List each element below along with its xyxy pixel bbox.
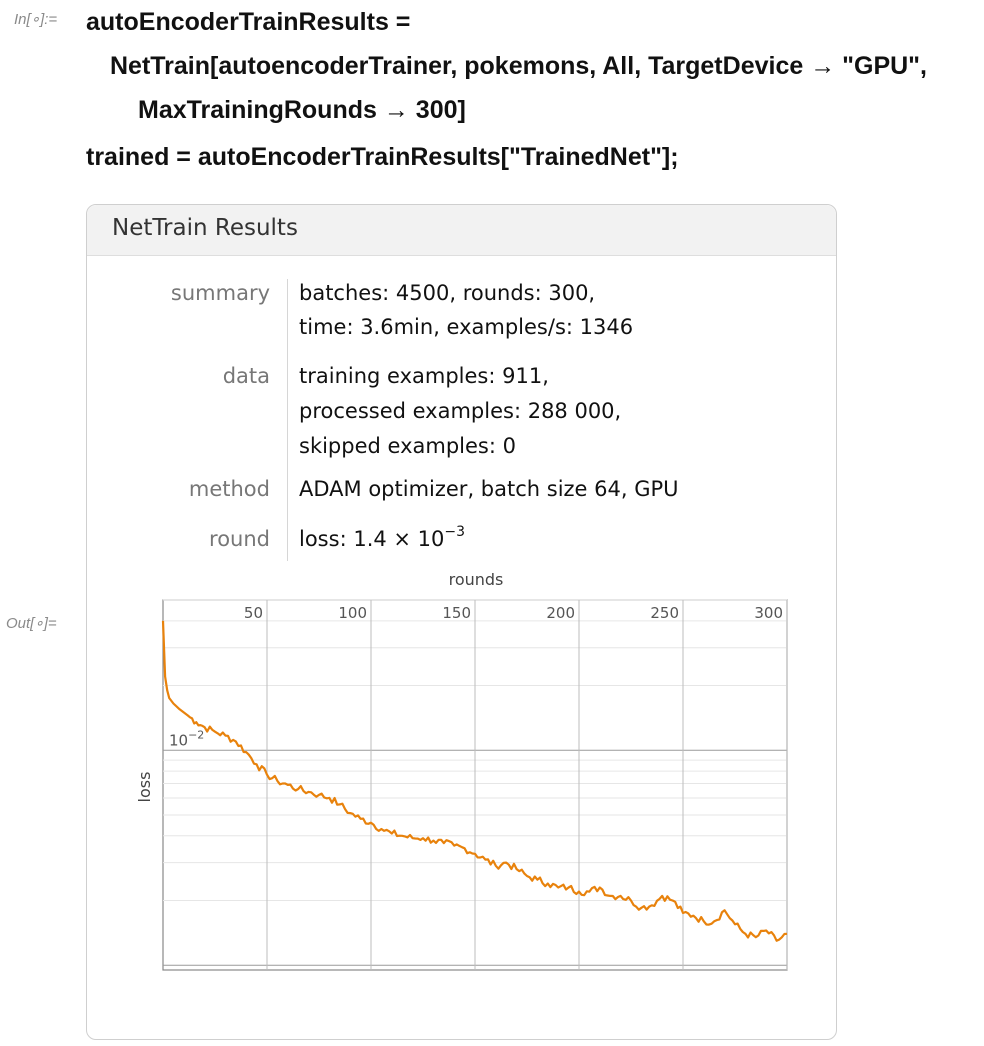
summary-line-2: time: 3.6min, examples/s: 1346 <box>299 315 634 339</box>
round-loss: loss: 1.4 × 10−3 <box>299 524 466 551</box>
code-line-2: NetTrain[autoencoderTrainer, pokemons, A… <box>110 52 927 80</box>
output-cell-label: Out[∘]= <box>6 615 57 632</box>
panel-header: NetTrain Results <box>87 205 836 256</box>
loss-prefix: loss: <box>299 527 354 551</box>
x-tick-label: 50 <box>244 604 263 622</box>
code-line-3: MaxTrainingRounds → 300] <box>138 96 466 124</box>
loss-mantissa: 1.4 × 10 <box>353 527 445 551</box>
x-tick-label: 200 <box>546 604 575 622</box>
nettrain-results-panel: NetTrain Results summary batches: 4500, … <box>86 204 837 1040</box>
loss-chart[interactable]: rounds loss 50 100 150 200 250 300 10−2 <box>87 565 836 985</box>
y-axis-label: loss <box>135 772 154 803</box>
summary-line-1: batches: 4500, rounds: 300, <box>299 281 596 305</box>
x-tick-labels: 50 100 150 200 250 300 <box>244 604 783 622</box>
code-line-4: trained = autoEncoderTrainResults["Train… <box>86 143 679 171</box>
data-label: data <box>222 364 270 388</box>
method-line: ADAM optimizer, batch size 64, GPU <box>299 477 679 501</box>
y-tick-label: 10−2 <box>169 728 204 749</box>
label-divider <box>287 279 288 561</box>
loss-series-line <box>161 620 788 942</box>
loss-exponent: −3 <box>444 524 466 540</box>
data-line-1: training examples: 911, <box>299 364 549 388</box>
x-tick-label: 150 <box>442 604 471 622</box>
data-line-2: processed examples: 288 000, <box>299 399 622 423</box>
panel-title: NetTrain Results <box>112 215 298 241</box>
input-cell-label: In[∘]:= <box>14 11 58 28</box>
x-tick-label: 100 <box>338 604 367 622</box>
data-line-3: skipped examples: 0 <box>299 434 516 458</box>
x-tick-label: 250 <box>650 604 679 622</box>
x-axis-label: rounds <box>449 570 504 589</box>
grid <box>163 599 788 970</box>
summary-label: summary <box>170 281 270 305</box>
method-label: method <box>188 477 270 501</box>
y-tick-labels: 10−2 <box>169 728 204 749</box>
x-tick-label: 300 <box>754 604 783 622</box>
round-label: round <box>209 527 270 551</box>
code-line-1: autoEncoderTrainResults = <box>86 8 411 36</box>
